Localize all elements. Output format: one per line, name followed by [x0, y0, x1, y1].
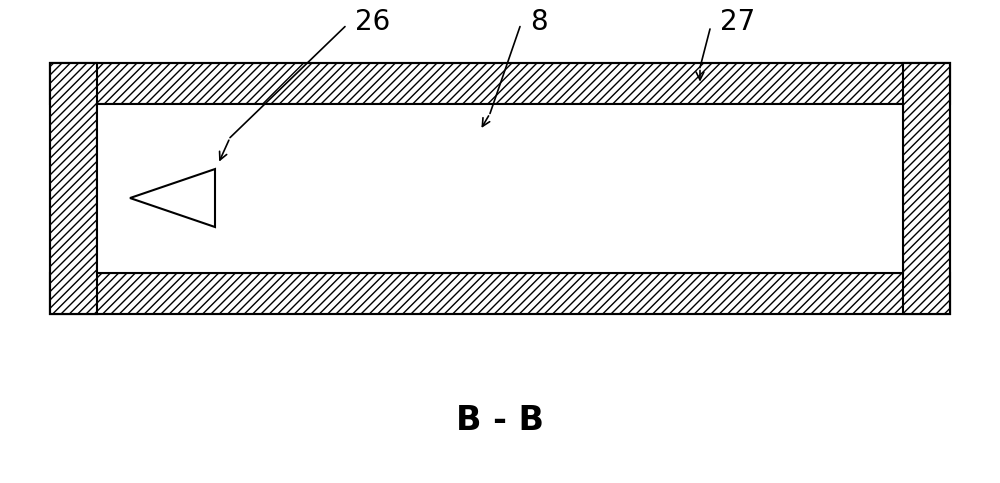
Text: 27: 27 [720, 8, 755, 36]
Polygon shape [130, 169, 215, 227]
Bar [50, 273, 950, 314]
Bar [50, 63, 97, 314]
Text: 26: 26 [355, 8, 390, 36]
Bar [50, 63, 950, 104]
Text: 8: 8 [530, 8, 548, 36]
Bar [903, 63, 950, 314]
Text: B - B: B - B [456, 404, 544, 437]
Bar [97, 104, 903, 273]
Bar [50, 63, 950, 314]
